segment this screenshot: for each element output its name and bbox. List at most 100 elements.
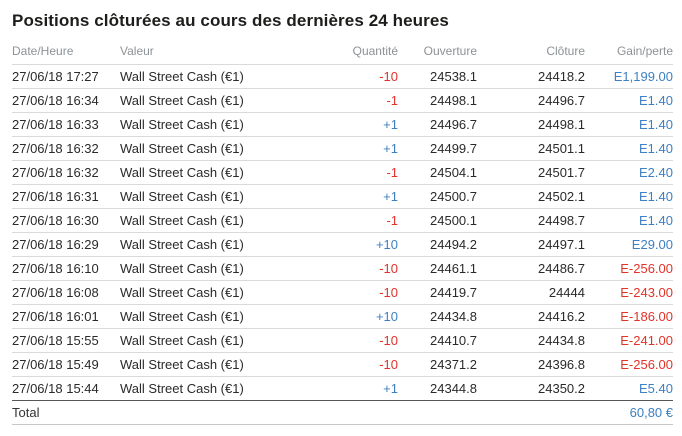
- cell-ouverture: 24500.7: [430, 189, 477, 204]
- cell-ouverture: 24371.2: [430, 357, 477, 372]
- column-header-gain: Gain/perte: [616, 44, 673, 58]
- cell-cloture: 24350.2: [538, 381, 585, 396]
- cell-valeur: Wall Street Cash (€1): [120, 213, 244, 228]
- cell-gain: E2.40: [639, 165, 673, 180]
- cell-date: 27/06/18 15:44: [12, 381, 99, 396]
- cell-gain: E1.40: [639, 117, 673, 132]
- cell-cloture: 24434.8: [538, 333, 585, 348]
- table-row: 27/06/18 15:44 Wall Street Cash (€1) +1 …: [12, 376, 673, 401]
- cell-quantite: -10: [379, 333, 398, 348]
- cell-ouverture: 24538.1: [430, 69, 477, 84]
- cell-gain: E5.40: [639, 381, 673, 396]
- cell-quantite: -10: [379, 69, 398, 84]
- cell-gain: E1.40: [639, 141, 673, 156]
- cell-valeur: Wall Street Cash (€1): [120, 165, 244, 180]
- column-header-quantite: Quantité: [352, 44, 398, 58]
- cell-date: 27/06/18 16:33: [12, 117, 99, 132]
- cell-gain: E1,199.00: [613, 69, 673, 84]
- total-row: Total 60,80 €: [12, 400, 673, 425]
- cell-quantite: -10: [379, 285, 398, 300]
- cell-cloture: 24501.1: [538, 141, 585, 156]
- cell-quantite: -10: [379, 261, 398, 276]
- cell-gain: E1.40: [639, 213, 673, 228]
- cell-ouverture: 24419.7: [430, 285, 477, 300]
- cell-gain: E-186.00: [620, 309, 673, 324]
- cell-valeur: Wall Street Cash (€1): [120, 237, 244, 252]
- cell-quantite: -1: [386, 165, 398, 180]
- cell-date: 27/06/18 16:32: [12, 141, 99, 156]
- cell-date: 27/06/18 16:01: [12, 309, 99, 324]
- table-row: 27/06/18 16:33 Wall Street Cash (€1) +1 …: [12, 112, 673, 137]
- cell-cloture: 24418.2: [538, 69, 585, 84]
- cell-gain: E-256.00: [620, 357, 673, 372]
- cell-date: 27/06/18 16:30: [12, 213, 99, 228]
- cell-valeur: Wall Street Cash (€1): [120, 309, 244, 324]
- cell-cloture: 24496.7: [538, 93, 585, 108]
- column-header-ouverture: Ouverture: [423, 44, 477, 58]
- cell-quantite: +1: [383, 141, 398, 156]
- cell-quantite: +1: [383, 189, 398, 204]
- table-header: Date/Heure Valeur Quantité Ouverture Clô…: [12, 40, 673, 65]
- column-header-date: Date/Heure: [12, 44, 74, 58]
- cell-quantite: +1: [383, 381, 398, 396]
- cell-valeur: Wall Street Cash (€1): [120, 285, 244, 300]
- cell-cloture: 24497.1: [538, 237, 585, 252]
- cell-ouverture: 24496.7: [430, 117, 477, 132]
- closed-positions-table: Date/Heure Valeur Quantité Ouverture Clô…: [12, 40, 673, 425]
- cell-cloture: 24416.2: [538, 309, 585, 324]
- table-row: 27/06/18 16:29 Wall Street Cash (€1) +10…: [12, 232, 673, 257]
- cell-ouverture: 24494.2: [430, 237, 477, 252]
- total-value: 60,80 €: [629, 405, 673, 420]
- cell-valeur: Wall Street Cash (€1): [120, 261, 244, 276]
- table-row: 27/06/18 15:49 Wall Street Cash (€1) -10…: [12, 352, 673, 377]
- table-row: 27/06/18 16:30 Wall Street Cash (€1) -1 …: [12, 208, 673, 233]
- cell-date: 27/06/18 16:10: [12, 261, 99, 276]
- cell-ouverture: 24500.1: [430, 213, 477, 228]
- cell-date: 27/06/18 16:08: [12, 285, 99, 300]
- table-row: 27/06/18 16:01 Wall Street Cash (€1) +10…: [12, 304, 673, 329]
- table-row: 27/06/18 16:32 Wall Street Cash (€1) -1 …: [12, 160, 673, 185]
- table-row: 27/06/18 16:34 Wall Street Cash (€1) -1 …: [12, 88, 673, 113]
- cell-quantite: +10: [375, 309, 398, 324]
- cell-valeur: Wall Street Cash (€1): [120, 333, 244, 348]
- cell-quantite: +10: [375, 237, 398, 252]
- column-header-cloture: Clôture: [546, 44, 585, 58]
- cell-ouverture: 24499.7: [430, 141, 477, 156]
- table-body: 27/06/18 17:27 Wall Street Cash (€1) -10…: [12, 64, 673, 401]
- closed-positions-report: Positions clôturées au cours des dernièr…: [12, 11, 673, 425]
- table-row: 27/06/18 16:10 Wall Street Cash (€1) -10…: [12, 256, 673, 281]
- column-header-valeur: Valeur: [120, 44, 154, 58]
- cell-ouverture: 24410.7: [430, 333, 477, 348]
- cell-cloture: 24498.7: [538, 213, 585, 228]
- cell-date: 27/06/18 16:31: [12, 189, 99, 204]
- cell-quantite: +1: [383, 117, 398, 132]
- cell-cloture: 24486.7: [538, 261, 585, 276]
- cell-date: 27/06/18 15:55: [12, 333, 99, 348]
- cell-ouverture: 24504.1: [430, 165, 477, 180]
- cell-cloture: 24501.7: [538, 165, 585, 180]
- cell-gain: E-256.00: [620, 261, 673, 276]
- cell-cloture: 24444: [548, 285, 585, 300]
- cell-gain: E29.00: [631, 237, 673, 252]
- cell-cloture: 24396.8: [538, 357, 585, 372]
- page-title: Positions clôturées au cours des dernièr…: [12, 11, 449, 30]
- table-row: 27/06/18 16:32 Wall Street Cash (€1) +1 …: [12, 136, 673, 161]
- cell-cloture: 24498.1: [538, 117, 585, 132]
- cell-ouverture: 24434.8: [430, 309, 477, 324]
- table-row: 27/06/18 16:31 Wall Street Cash (€1) +1 …: [12, 184, 673, 209]
- cell-valeur: Wall Street Cash (€1): [120, 357, 244, 372]
- cell-quantite: -1: [386, 213, 398, 228]
- cell-date: 27/06/18 15:49: [12, 357, 99, 372]
- cell-quantite: -10: [379, 357, 398, 372]
- cell-quantite: -1: [386, 93, 398, 108]
- cell-date: 27/06/18 17:27: [12, 69, 99, 84]
- cell-gain: E1.40: [639, 189, 673, 204]
- cell-valeur: Wall Street Cash (€1): [120, 189, 244, 204]
- cell-date: 27/06/18 16:32: [12, 165, 99, 180]
- table-row: 27/06/18 17:27 Wall Street Cash (€1) -10…: [12, 64, 673, 89]
- total-label: Total: [12, 405, 40, 420]
- cell-ouverture: 24344.8: [430, 381, 477, 396]
- cell-valeur: Wall Street Cash (€1): [120, 69, 244, 84]
- cell-date: 27/06/18 16:29: [12, 237, 99, 252]
- cell-valeur: Wall Street Cash (€1): [120, 381, 244, 396]
